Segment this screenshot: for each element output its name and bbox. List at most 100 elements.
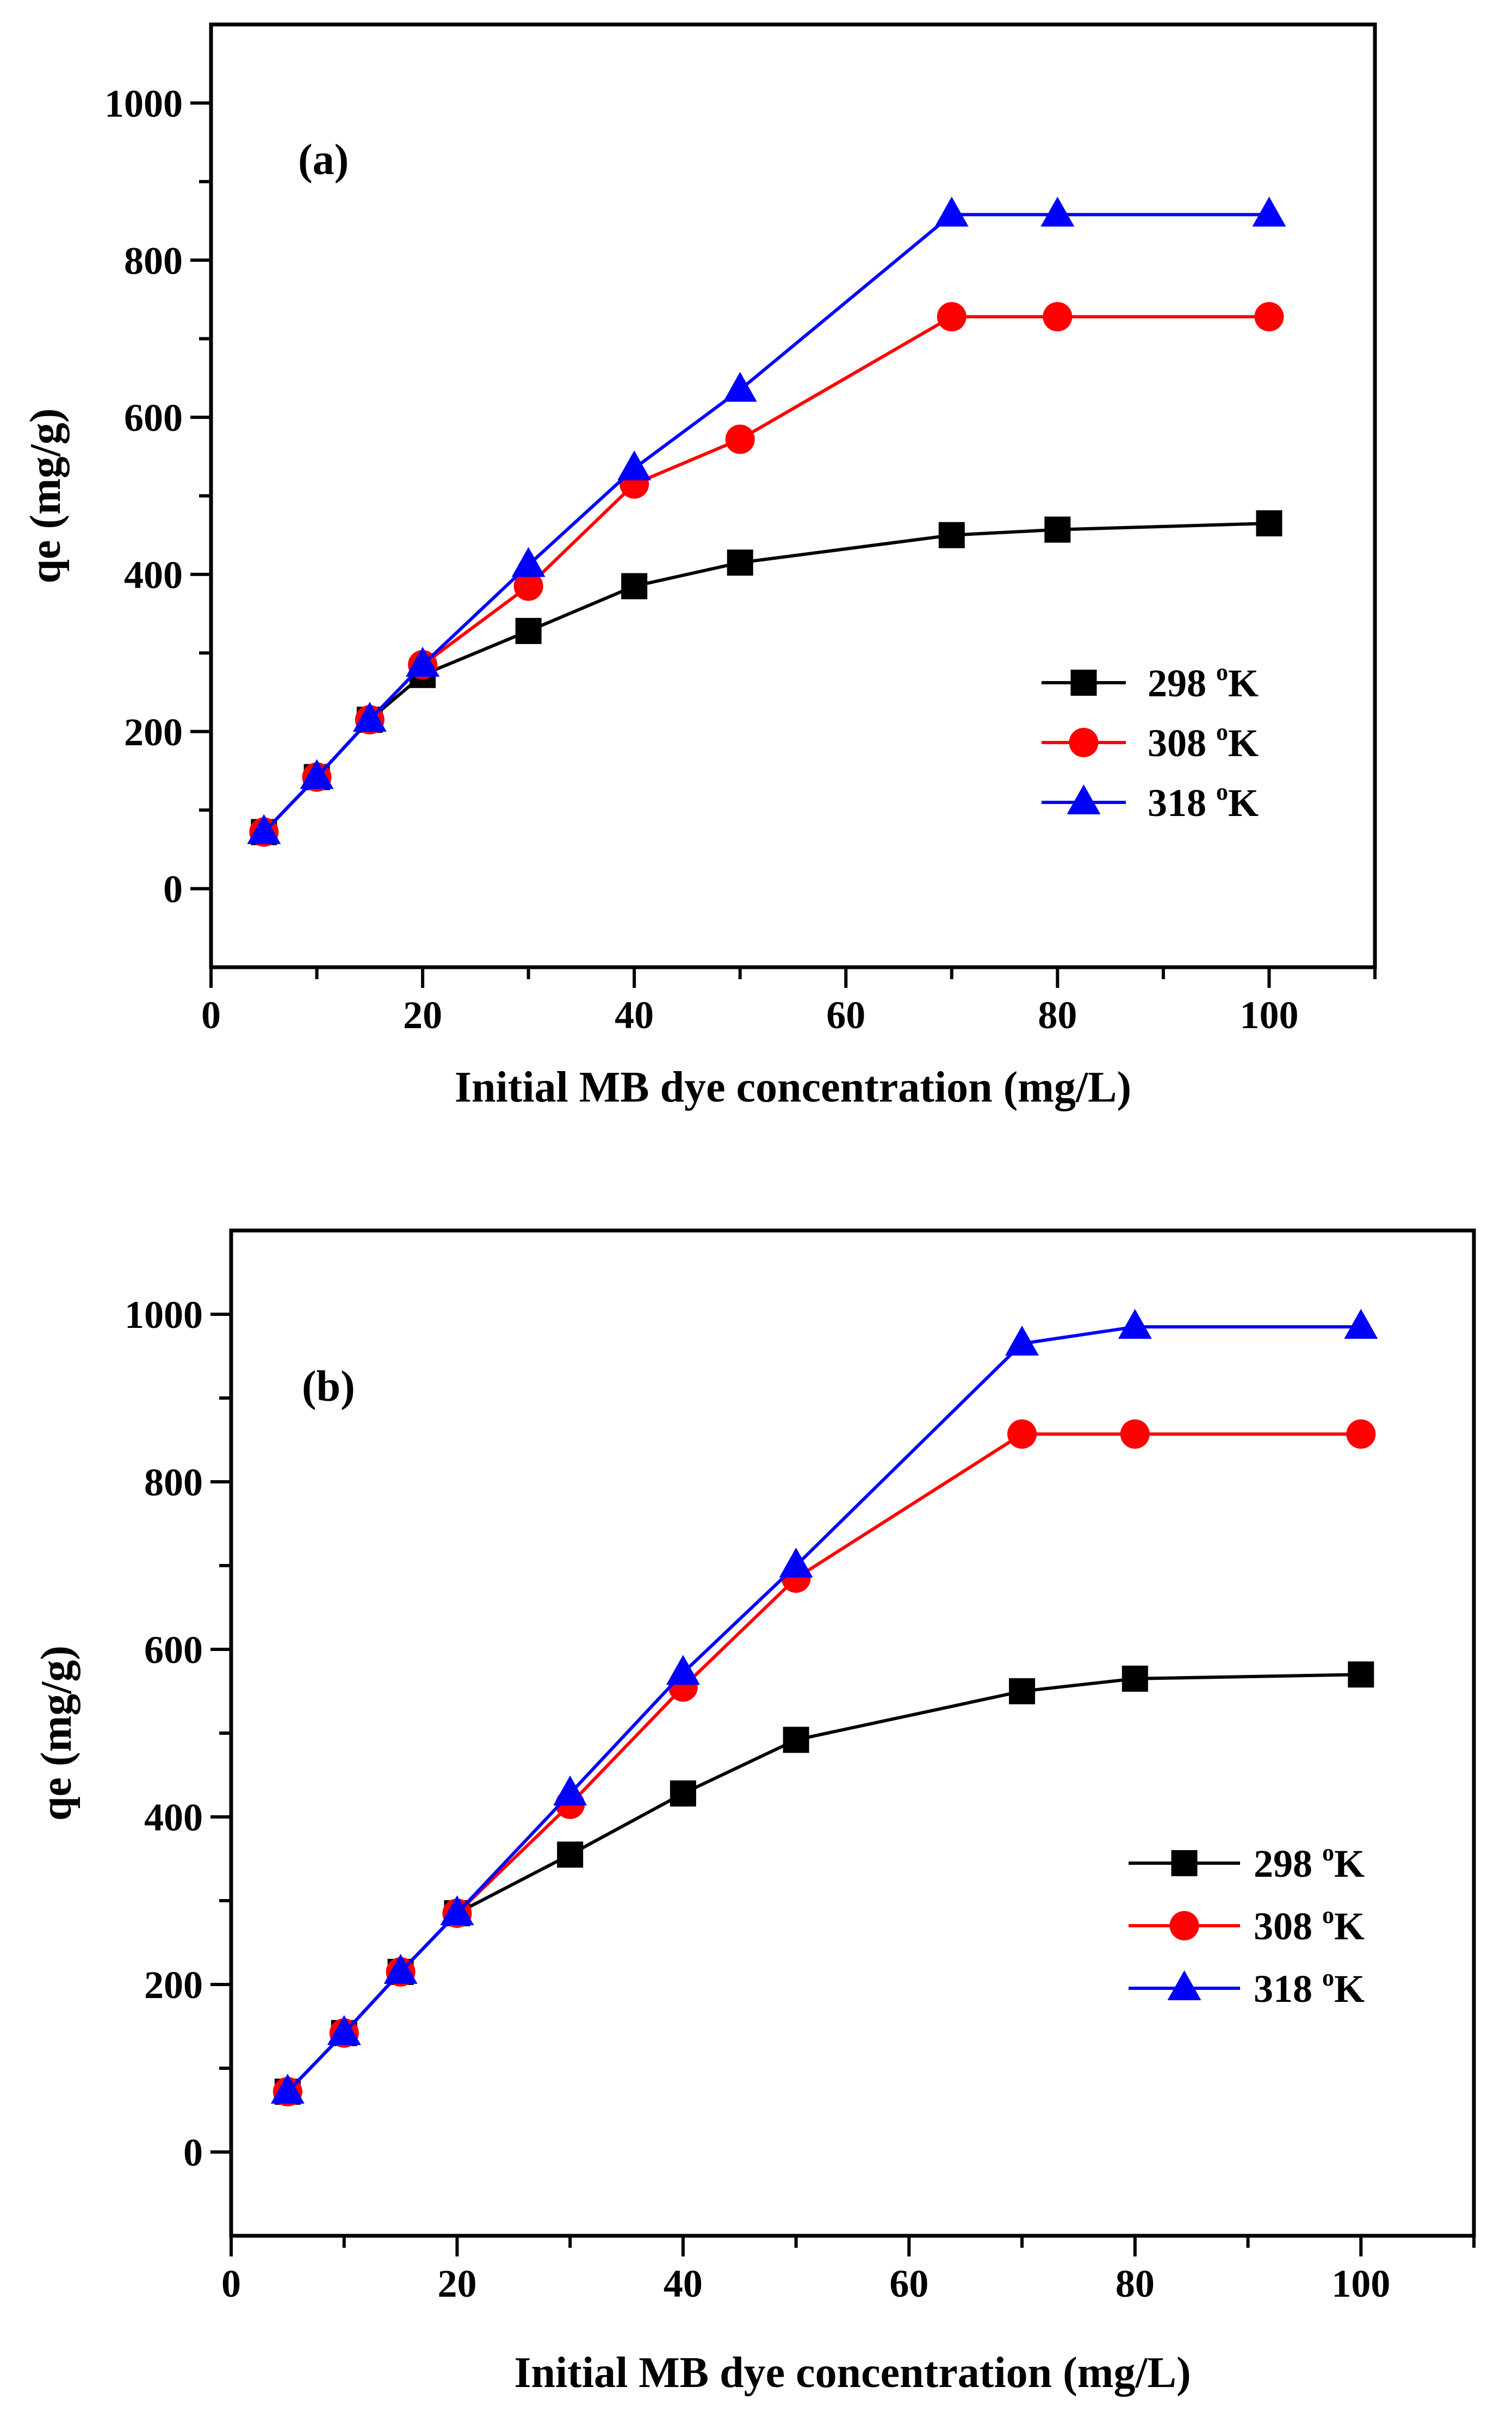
data-point xyxy=(725,424,755,454)
legend-label: 308 oK xyxy=(1148,719,1259,765)
y-tick-label: 600 xyxy=(144,1628,203,1672)
x-tick-label: 80 xyxy=(1038,993,1077,1037)
data-point xyxy=(1348,1661,1374,1688)
y-tick-label: 200 xyxy=(124,710,183,754)
x-tick-label: 60 xyxy=(826,993,865,1037)
data-point xyxy=(1346,1419,1376,1449)
legend-label: 298 oK xyxy=(1254,1839,1365,1885)
data-point xyxy=(300,759,334,789)
data-point xyxy=(247,814,281,844)
data-point xyxy=(1040,196,1075,227)
x-tick-label: 100 xyxy=(1240,993,1298,1037)
legend-item: 308 oK xyxy=(1042,719,1259,765)
x-tick-label: 80 xyxy=(1116,2262,1155,2305)
legend-label: 318 oK xyxy=(1148,778,1259,825)
data-point xyxy=(440,1895,474,1926)
x-tick-label: 0 xyxy=(201,993,221,1037)
series-line xyxy=(263,315,1269,833)
data-point xyxy=(1256,510,1282,537)
y-axis-label: qe (mg/g) xyxy=(33,1646,80,1821)
y-tick-label: 400 xyxy=(124,553,183,597)
series-line xyxy=(286,1325,1361,2093)
legend-item: 318 oK xyxy=(1042,778,1259,825)
x-tick-label: 60 xyxy=(889,2262,928,2305)
x-tick-label: 20 xyxy=(403,993,442,1037)
data-point xyxy=(406,646,440,677)
legend-item: 298 oK xyxy=(1129,1839,1365,1885)
legend-label: 318 oK xyxy=(1254,1964,1365,2011)
x-tick-label: 40 xyxy=(615,993,654,1037)
data-point xyxy=(934,196,969,227)
data-point xyxy=(1043,302,1073,332)
legend: 298 oK 308 oK 318 oK xyxy=(1129,1839,1365,2011)
legend-label: 298 oK xyxy=(1148,659,1259,705)
data-point xyxy=(670,1780,696,1807)
y-tick-label: 600 xyxy=(124,396,183,440)
y-tick-label: 800 xyxy=(144,1461,203,1504)
legend-marker xyxy=(1167,1970,1201,2000)
panel-label: (a) xyxy=(298,136,349,184)
plot-frame xyxy=(209,22,1377,969)
data-point xyxy=(1254,302,1284,332)
x-tick-label: 40 xyxy=(664,2262,703,2305)
data-point xyxy=(383,1953,418,1984)
data-point xyxy=(617,450,652,480)
data-point xyxy=(327,2015,361,2045)
data-point xyxy=(1009,1678,1036,1704)
data-point xyxy=(513,571,543,601)
y-tick-label: 1000 xyxy=(104,82,183,125)
data-point xyxy=(1007,1419,1037,1449)
data-point xyxy=(1118,1309,1152,1339)
data-point xyxy=(779,1548,813,1578)
data-point xyxy=(727,549,753,576)
legend-marker xyxy=(1067,784,1101,814)
data-point xyxy=(1252,196,1286,227)
legend-marker xyxy=(1069,728,1099,757)
y-axis-label: qe (mg/g) xyxy=(22,408,70,583)
x-axis-label: Initial MB dye concentration (mg/L) xyxy=(455,1063,1131,1111)
legend-item: 298 oK xyxy=(1042,659,1259,705)
y-tick-label: 400 xyxy=(144,1796,203,1839)
y-tick-label: 800 xyxy=(124,239,183,282)
data-point xyxy=(270,2074,305,2104)
data-point xyxy=(515,617,542,644)
data-point xyxy=(1120,1419,1150,1449)
x-tick-label: 0 xyxy=(221,2262,241,2305)
series-square xyxy=(251,510,1282,845)
data-point xyxy=(553,1775,587,1805)
x-tick-label: 100 xyxy=(1331,2262,1390,2305)
series-triangle xyxy=(270,1309,1378,2104)
series-line xyxy=(286,1673,1361,2093)
y-tick-label: 0 xyxy=(183,2131,203,2174)
data-point xyxy=(1344,1309,1378,1339)
legend-marker xyxy=(1070,670,1097,696)
y-tick-label: 200 xyxy=(144,1963,203,2007)
data-point xyxy=(783,1727,809,1753)
data-point xyxy=(1121,1665,1148,1692)
data-point xyxy=(666,1655,700,1685)
series-circle xyxy=(249,302,1284,847)
panel-label: (b) xyxy=(302,1363,355,1411)
data-point xyxy=(1044,516,1071,543)
legend-item: 308 oK xyxy=(1129,1902,1365,1948)
data-point xyxy=(511,547,546,577)
data-point xyxy=(1005,1325,1039,1356)
series-triangle xyxy=(247,196,1286,844)
data-point xyxy=(621,573,648,599)
series-circle xyxy=(272,1419,1376,2107)
legend: 298 oK 308 oK 318 oK xyxy=(1042,659,1259,825)
y-tick-label: 0 xyxy=(163,868,183,911)
legend-marker xyxy=(1171,1850,1198,1876)
series-line xyxy=(263,213,1269,833)
legend-marker xyxy=(1169,1911,1199,1940)
data-point xyxy=(937,302,966,332)
series-square xyxy=(274,1661,1374,2105)
x-tick-label: 20 xyxy=(437,2262,476,2305)
data-point xyxy=(723,372,757,402)
plot-frame xyxy=(229,1228,1476,2238)
series-line xyxy=(286,1432,1361,2093)
x-axis-label: Initial MB dye concentration (mg/L) xyxy=(514,2349,1191,2397)
